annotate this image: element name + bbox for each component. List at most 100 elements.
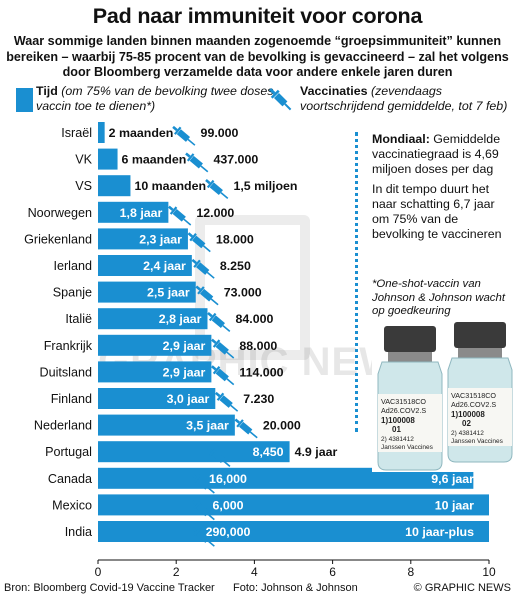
syringe-plunger xyxy=(191,526,198,533)
syringe-barrel xyxy=(211,315,225,329)
syringe-grip xyxy=(173,126,182,135)
syringe-grip xyxy=(209,447,217,457)
syringe-needle xyxy=(183,218,192,226)
time-label: 2,4 jaar xyxy=(143,259,186,273)
x-tick-label: 2 xyxy=(173,565,180,579)
bar xyxy=(98,361,212,383)
vaccination-label: 88.000 xyxy=(239,339,277,353)
vaccination-label: 12.000 xyxy=(196,206,234,220)
time-label: 10 maanden xyxy=(134,179,206,193)
country-label: Spanje xyxy=(53,286,92,300)
syringe-plunger xyxy=(207,312,213,318)
syringe-grip xyxy=(216,392,225,401)
syringe-needle xyxy=(249,431,258,439)
x-tick-label: 6 xyxy=(329,565,336,579)
time-label: 10 jaar-plus xyxy=(405,525,474,539)
syringe-grip xyxy=(193,501,201,510)
syringe-grip xyxy=(169,206,178,215)
vaccination-label: 18.000 xyxy=(216,232,254,246)
syringe-grip xyxy=(212,366,221,375)
vial2-line-4: 02 xyxy=(462,419,471,428)
tempo-text: In dit tempo duurt het naar schatting 6,… xyxy=(372,182,502,241)
syringe-needle xyxy=(206,486,215,494)
syringe-barrel xyxy=(192,235,206,249)
country-label: India xyxy=(65,525,92,539)
time-label: 3,0 jaar xyxy=(167,392,210,406)
syringe-needle xyxy=(220,191,229,199)
syringe-icon xyxy=(191,500,215,521)
vial2-line-3: 1)100008 xyxy=(451,410,485,419)
syringe-icon xyxy=(191,258,215,279)
syringe-plunger xyxy=(191,473,198,479)
syringe-icon xyxy=(191,473,215,494)
syringe-barrel xyxy=(209,182,223,196)
syringe-plunger xyxy=(211,338,217,344)
syringe-grip xyxy=(236,419,244,428)
syringe-icon xyxy=(168,205,192,226)
syringe-needle xyxy=(226,351,235,359)
bar xyxy=(98,334,212,356)
syringe-needle xyxy=(202,245,211,253)
syringe-grip xyxy=(206,179,215,189)
bar xyxy=(98,467,474,489)
syringe-barrel xyxy=(189,155,203,169)
oneshot-note: *One-shot-vaccin van Johnson & Johnson w… xyxy=(372,278,505,318)
time-label: 2,9 jaar xyxy=(163,339,206,353)
syringe-plunger xyxy=(191,258,198,265)
country-label: Israël xyxy=(61,126,92,140)
footer-photo: Foto: Johnson & Johnson xyxy=(233,582,358,594)
vial1-line-6: Janssen Vaccines xyxy=(381,444,434,451)
syringe-barrel xyxy=(215,342,229,355)
syringe-needle xyxy=(206,539,215,547)
legend-syringe-icon xyxy=(269,88,292,111)
mondiaal-text: Gemiddelde vaccinatiegraad is 4,69 miljo… xyxy=(372,132,501,176)
syringe-icon xyxy=(214,391,239,412)
syringe-grip xyxy=(197,286,205,295)
syringe-needle xyxy=(206,271,215,279)
vial2-line-5: 2) 4381412 xyxy=(451,430,484,437)
legend-tijd: Tijd (om 75% van de bevolking twee doses… xyxy=(36,84,276,113)
mondiaal-label: Mondiaal: xyxy=(372,132,430,146)
bar xyxy=(98,148,118,170)
country-label: Mexico xyxy=(52,498,92,512)
country-label: Duitsland xyxy=(39,365,92,379)
syringe-plunger xyxy=(205,179,211,185)
vial2-line-1: VAC31518CO xyxy=(451,391,496,400)
footer-source: Bron: Bloomberg Covid-19 Vaccine Tracker xyxy=(4,582,215,594)
vaccination-label: 16,000 xyxy=(209,472,247,486)
syringe-needle xyxy=(210,298,219,306)
country-label: Italië xyxy=(65,312,92,326)
time-label: 2,8 jaar xyxy=(159,312,202,326)
syringe-barrel xyxy=(215,368,229,382)
legend-tijd-label: Tijd xyxy=(36,84,58,98)
vaccination-label: 20.000 xyxy=(263,419,301,433)
vaccination-label: 8,450 xyxy=(253,445,284,459)
vaccination-label: 84.000 xyxy=(235,312,273,326)
vial1-line-1: VAC31518CO xyxy=(381,397,426,406)
syringe-grip xyxy=(186,153,195,162)
syringe-plunger xyxy=(168,205,174,211)
syringe-needle xyxy=(206,513,215,521)
syringe-barrel xyxy=(219,395,233,408)
bar xyxy=(98,388,216,409)
syringe-needle xyxy=(222,324,231,332)
x-tick-label: 8 xyxy=(407,565,414,579)
syringe-icon xyxy=(211,338,235,359)
bar xyxy=(98,441,290,463)
vial1-line-3: 1)100008 xyxy=(381,416,415,425)
vaccination-label: 1,5 miljoen xyxy=(233,179,297,193)
mondiaal-note: Mondiaal: Gemiddelde vaccinatiegraad is … xyxy=(372,132,512,248)
legend-vacc-desc: (zevendaags voortschrijdend gemiddelde, … xyxy=(300,84,508,113)
mondiaal-divider xyxy=(355,132,358,432)
vaccination-label: 437.000 xyxy=(213,153,258,167)
syringe-barrel xyxy=(176,129,191,142)
country-label: Noorwegen xyxy=(28,206,92,220)
syringe-barrel xyxy=(239,421,253,435)
country-label: Nederland xyxy=(34,419,92,433)
country-label: Portugal xyxy=(45,445,92,459)
syringe-needle xyxy=(230,404,239,412)
syringe-grip xyxy=(193,527,201,536)
country-label: VS xyxy=(75,179,92,193)
syringe-grip xyxy=(193,259,201,268)
